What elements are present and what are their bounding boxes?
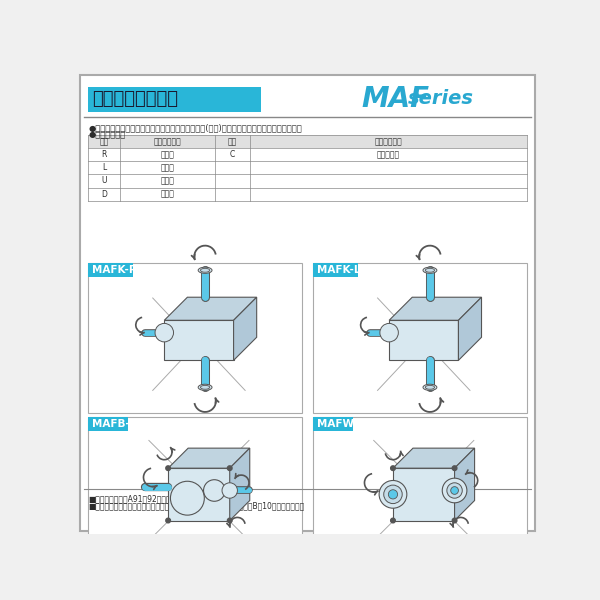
Text: R: R xyxy=(101,150,107,159)
Circle shape xyxy=(452,518,457,523)
Circle shape xyxy=(227,466,232,470)
Circle shape xyxy=(391,466,395,470)
Text: MAFW-C: MAFW-C xyxy=(317,419,365,429)
Text: 出力軸の方向: 出力軸の方向 xyxy=(374,137,402,146)
Circle shape xyxy=(380,323,398,342)
Bar xyxy=(313,417,353,431)
Polygon shape xyxy=(230,448,250,521)
Ellipse shape xyxy=(425,385,434,389)
Text: C: C xyxy=(230,150,235,159)
Circle shape xyxy=(222,483,238,498)
Bar xyxy=(313,263,358,277)
Text: 右　側: 右 側 xyxy=(161,150,175,159)
Bar xyxy=(88,88,262,112)
Text: MAFK-LC: MAFK-LC xyxy=(317,265,368,275)
Ellipse shape xyxy=(425,268,434,272)
Ellipse shape xyxy=(200,268,210,272)
Bar xyxy=(313,263,527,413)
Text: 軸配置と回転方向: 軸配置と回転方向 xyxy=(92,90,178,108)
Bar xyxy=(88,263,302,413)
Circle shape xyxy=(155,323,173,342)
Text: MAFB-C: MAFB-C xyxy=(92,419,137,429)
Ellipse shape xyxy=(198,267,212,274)
Text: D: D xyxy=(101,190,107,199)
Bar xyxy=(88,263,133,277)
Circle shape xyxy=(452,466,457,470)
Polygon shape xyxy=(389,297,482,320)
Bar xyxy=(313,417,527,559)
Polygon shape xyxy=(393,468,455,521)
Text: MAF: MAF xyxy=(361,85,430,113)
Bar xyxy=(88,417,128,431)
Text: MAFK-RC: MAFK-RC xyxy=(92,265,145,275)
Text: 下　側: 下 側 xyxy=(161,190,175,199)
Text: L: L xyxy=(102,163,106,172)
Text: ●軸配置の記号: ●軸配置の記号 xyxy=(88,131,125,140)
Circle shape xyxy=(451,487,458,494)
Polygon shape xyxy=(455,448,475,521)
Text: 左　側: 左 側 xyxy=(161,163,175,172)
Text: ■軸配置の詳細はA91・92を参照して下さい。: ■軸配置の詳細はA91・92を参照して下さい。 xyxy=(88,494,199,503)
Text: series: series xyxy=(407,89,473,109)
Circle shape xyxy=(384,485,402,503)
Circle shape xyxy=(227,518,232,523)
Polygon shape xyxy=(389,320,458,361)
Circle shape xyxy=(442,478,467,503)
Text: 記号: 記号 xyxy=(100,137,109,146)
Bar xyxy=(88,135,527,148)
Polygon shape xyxy=(458,297,482,361)
Ellipse shape xyxy=(200,385,210,389)
Circle shape xyxy=(166,518,170,523)
Text: U: U xyxy=(101,176,107,185)
Text: 出力軸の方向: 出力軸の方向 xyxy=(154,137,182,146)
Bar xyxy=(88,417,302,559)
Text: 出力軸両軸: 出力軸両軸 xyxy=(377,150,400,159)
Circle shape xyxy=(166,466,170,470)
Text: ●軸配置は入力軸またはモータを手前にして出力軸(青色)の出ている方向で決定して下さい。: ●軸配置は入力軸またはモータを手前にして出力軸(青色)の出ている方向で決定して下… xyxy=(88,124,302,133)
Text: 上　側: 上 側 xyxy=(161,176,175,185)
Ellipse shape xyxy=(423,384,437,391)
Polygon shape xyxy=(164,297,257,320)
Text: 記号: 記号 xyxy=(228,137,237,146)
Text: ■特殊な取付状態については、当社へお問い合わせ下さい。なお、参考としてB－10をご覧下さい。: ■特殊な取付状態については、当社へお問い合わせ下さい。なお、参考としてB－10を… xyxy=(88,502,304,511)
Polygon shape xyxy=(168,448,250,468)
Polygon shape xyxy=(233,297,257,361)
Circle shape xyxy=(447,483,462,498)
Polygon shape xyxy=(393,448,475,468)
Ellipse shape xyxy=(198,384,212,391)
Circle shape xyxy=(391,518,395,523)
Polygon shape xyxy=(168,468,230,521)
Circle shape xyxy=(379,481,407,508)
Polygon shape xyxy=(164,320,233,361)
Ellipse shape xyxy=(423,267,437,274)
Circle shape xyxy=(388,490,398,499)
